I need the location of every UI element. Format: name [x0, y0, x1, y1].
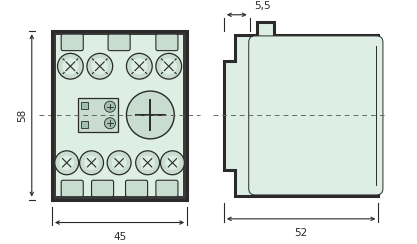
- Circle shape: [92, 58, 108, 74]
- Circle shape: [165, 155, 180, 170]
- Circle shape: [161, 151, 184, 175]
- FancyBboxPatch shape: [92, 180, 113, 197]
- Bar: [81, 122, 88, 128]
- FancyBboxPatch shape: [61, 34, 83, 51]
- Circle shape: [126, 91, 174, 139]
- Circle shape: [161, 58, 177, 74]
- Circle shape: [107, 151, 131, 175]
- Text: 52: 52: [294, 228, 308, 238]
- Circle shape: [87, 53, 113, 79]
- FancyBboxPatch shape: [108, 34, 130, 51]
- Circle shape: [126, 53, 152, 79]
- Bar: [56, 35, 183, 196]
- Circle shape: [80, 151, 103, 175]
- Text: 58: 58: [17, 108, 27, 122]
- Circle shape: [58, 53, 83, 79]
- Text: 45: 45: [113, 232, 126, 242]
- FancyBboxPatch shape: [156, 180, 178, 197]
- Circle shape: [156, 53, 182, 79]
- FancyBboxPatch shape: [126, 180, 148, 197]
- Bar: [52, 31, 187, 200]
- Bar: [78, 98, 118, 132]
- Circle shape: [131, 58, 148, 74]
- Text: 5,5: 5,5: [254, 1, 271, 11]
- FancyBboxPatch shape: [249, 36, 383, 195]
- Circle shape: [59, 155, 74, 170]
- Circle shape: [84, 155, 99, 170]
- FancyBboxPatch shape: [61, 180, 83, 197]
- Bar: [52, 31, 187, 200]
- Polygon shape: [224, 22, 378, 196]
- Circle shape: [140, 155, 155, 170]
- Circle shape: [136, 151, 160, 175]
- Circle shape: [62, 58, 79, 74]
- Circle shape: [104, 101, 116, 112]
- Circle shape: [112, 155, 126, 170]
- Circle shape: [55, 151, 79, 175]
- FancyBboxPatch shape: [156, 34, 178, 51]
- Circle shape: [104, 118, 116, 129]
- Bar: [81, 102, 88, 109]
